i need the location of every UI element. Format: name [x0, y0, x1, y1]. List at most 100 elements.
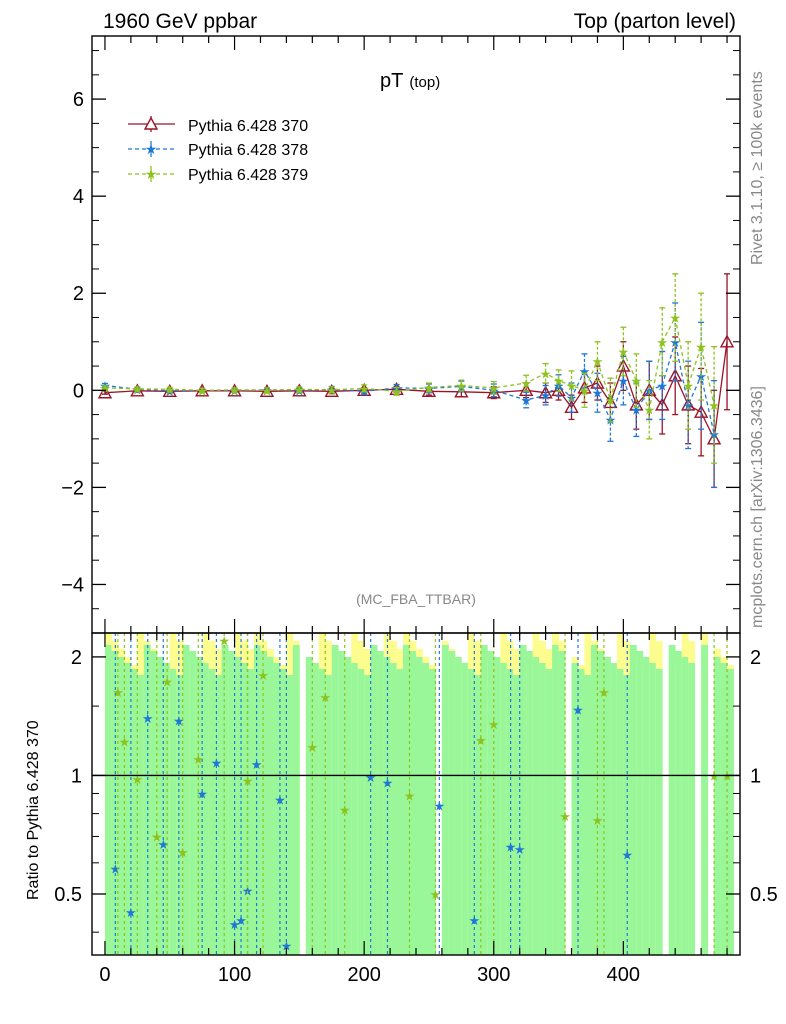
- star-marker: ★: [164, 382, 176, 397]
- ratio-inner-band: [590, 645, 598, 955]
- ratio-inner-band: [636, 651, 644, 955]
- triangle-marker: [421, 383, 437, 397]
- ratio-inner-band: [228, 651, 235, 955]
- ratio-inner-band: [377, 651, 384, 955]
- ratio-star-marker: ★: [142, 711, 154, 726]
- ratio-inner-band: [234, 657, 242, 955]
- ratio-star-marker: ★: [306, 740, 318, 755]
- star-marker: ★: [540, 366, 552, 381]
- ratio-inner-band: [480, 645, 488, 955]
- ratio-star-marker: ★: [242, 774, 254, 789]
- ratio-inner-band: [104, 645, 112, 955]
- star-marker: ★: [682, 378, 694, 393]
- ratio-star-marker: ★: [157, 837, 169, 852]
- series-line-2: [104, 315, 715, 412]
- ratio-star-marker: ★: [621, 847, 633, 862]
- star-marker: ★: [566, 378, 578, 393]
- ratio-star-marker: ★: [109, 862, 121, 877]
- ratio-star-marker: ★: [119, 734, 131, 749]
- ratio-inner-band: [681, 657, 689, 955]
- legend-label-378: Pythia 6.428 378: [188, 142, 308, 159]
- ratio-inner-band: [545, 669, 553, 955]
- triangle-marker: [97, 385, 113, 399]
- ratio-inner-band: [506, 669, 514, 955]
- ratio-inner-band: [701, 645, 708, 955]
- star-marker: ★: [99, 381, 111, 396]
- triangle-marker: [655, 397, 670, 411]
- y-tick-label: 0: [73, 380, 84, 402]
- star-marker: ★: [488, 383, 500, 398]
- star-marker: ★: [488, 381, 500, 396]
- ratio-inner-band: [325, 675, 333, 955]
- legend-label-370: Pythia 6.428 370: [188, 118, 308, 135]
- ratio-inner-band: [176, 675, 184, 955]
- ratio-star-marker: ★: [274, 792, 286, 807]
- ratio-star-marker: ★: [125, 905, 137, 920]
- legend-label-379: Pythia 6.428 379: [188, 167, 308, 184]
- ratio-inner-band: [474, 675, 482, 955]
- ratio-inner-band: [130, 669, 138, 955]
- ratio-inner-band: [202, 663, 210, 955]
- star-marker: ★: [132, 382, 144, 397]
- ratio-inner-band: [428, 669, 436, 955]
- ratio-inner-band: [331, 645, 339, 955]
- ratio-inner-band: [675, 651, 683, 955]
- ratio-star-marker: ★: [229, 917, 241, 932]
- ratio-star-marker: ★: [257, 668, 269, 683]
- x-tick-label: 400: [607, 964, 640, 986]
- ratio-inner-band: [292, 645, 300, 955]
- ratio-y-tick-label: 0.5: [54, 884, 82, 906]
- legend-triangle-icon: [143, 116, 159, 130]
- ratio-inner-band: [390, 663, 397, 955]
- y-tick-label: −4: [61, 574, 84, 596]
- star-marker: ★: [605, 393, 617, 408]
- ratio-star-marker: ★: [235, 913, 247, 928]
- ratio-inner-band: [454, 657, 462, 955]
- ratio-inner-band: [318, 669, 326, 955]
- ratio-bands: [104, 633, 734, 955]
- ratio-inner-band: [189, 651, 197, 955]
- header-left: 1960 GeV ppbar: [103, 10, 257, 33]
- ratio-star-marker: ★: [196, 786, 208, 801]
- ratio-inner-band: [642, 657, 650, 955]
- ratio-inner-band: [286, 675, 294, 955]
- ratio-star-marker: ★: [505, 840, 517, 855]
- ratio-inner-band: [727, 669, 734, 955]
- ratio-inner-band: [467, 669, 475, 955]
- star-marker: ★: [630, 374, 642, 389]
- ratio-inner-band: [513, 675, 521, 955]
- star-marker: ★: [669, 311, 681, 326]
- ratio-inner-band: [416, 657, 423, 955]
- ratio-ticks: 0.5 0.5 1 1 2 2 0 100 200 300 400: [54, 633, 778, 986]
- ratio-inner-band: [422, 663, 430, 955]
- ratio-star-marker: ★: [161, 675, 173, 690]
- star-marker: ★: [391, 384, 403, 399]
- ratio-star-marker: ★: [430, 887, 442, 902]
- star-marker: ★: [423, 380, 435, 395]
- ratio-star-marker: ★: [173, 713, 185, 728]
- star-marker: ★: [553, 374, 565, 389]
- analysis-tag: (MC_FBA_TTBAR): [356, 591, 476, 607]
- ratio-inner-band: [338, 651, 346, 955]
- ratio-inner-band: [117, 657, 125, 955]
- ratio-star-marker: ★: [365, 770, 377, 785]
- triangle-marker: [680, 397, 696, 411]
- ratio-inner-band: [649, 663, 657, 955]
- star-marker: ★: [579, 383, 591, 398]
- star-marker: ★: [669, 335, 681, 350]
- ratio-inner-band: [150, 651, 158, 955]
- ratio-star-marker: ★: [218, 634, 230, 649]
- ratio-y-tick-label: 1: [71, 765, 82, 787]
- ratio-y-tick-label-right: 2: [750, 647, 761, 669]
- ratio-inner-band: [409, 651, 417, 955]
- x-tick-label: 0: [99, 964, 110, 986]
- star-marker: ★: [592, 386, 604, 401]
- ratio-star-marker: ★: [598, 685, 610, 700]
- y-tick-label: 4: [73, 186, 84, 208]
- ratio-inner-band: [143, 645, 151, 955]
- ratio-y-tick-label: 2: [71, 647, 82, 669]
- triangle-marker: [590, 375, 605, 389]
- star-marker: ★: [618, 374, 630, 389]
- triangle-marker: [719, 334, 735, 348]
- ratio-inner-band: [616, 669, 624, 955]
